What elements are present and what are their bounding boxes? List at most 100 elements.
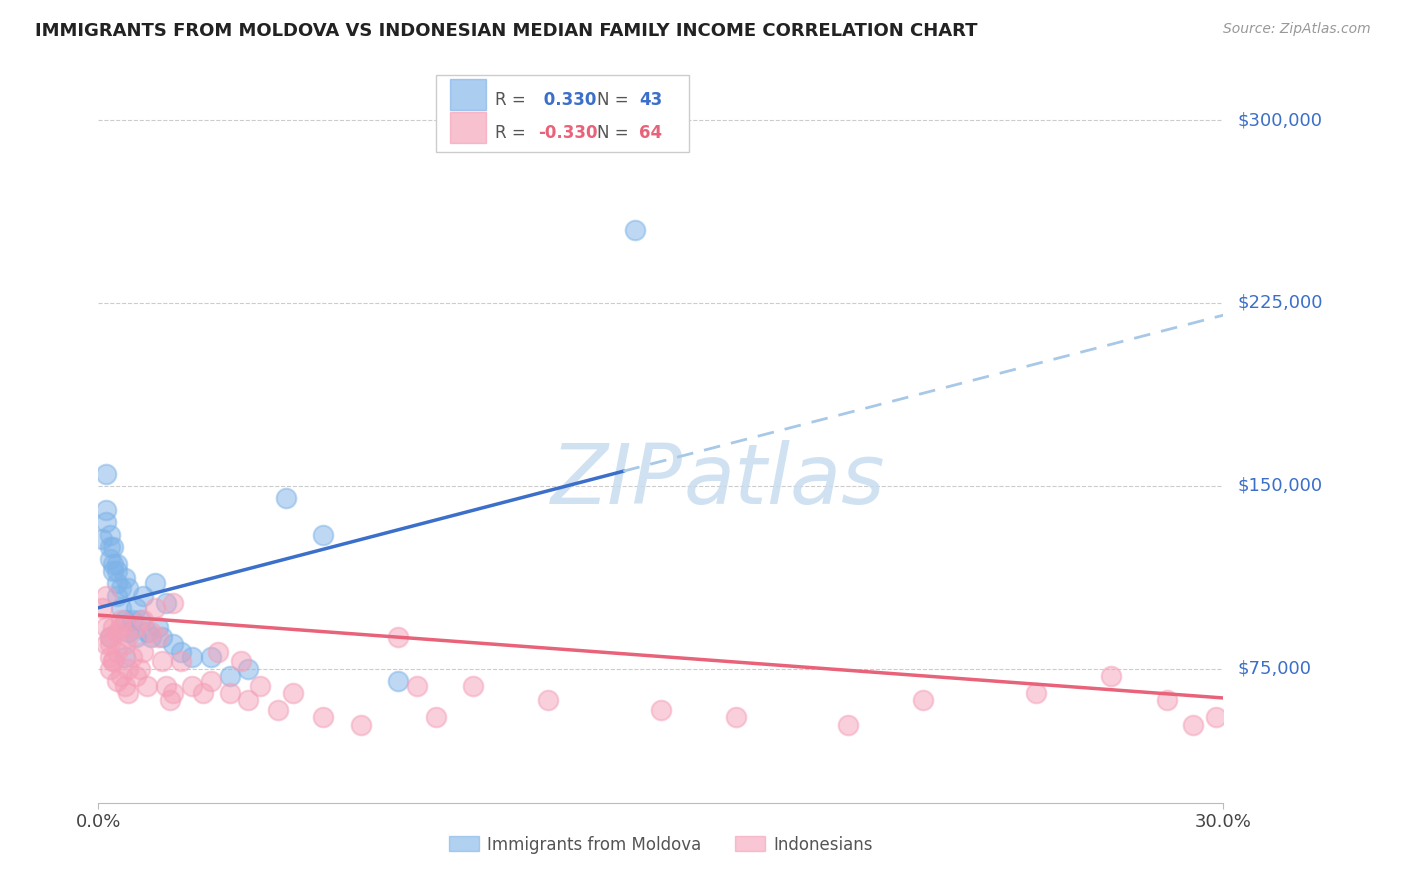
Point (181, 679, 204, 693)
Text: 43: 43 (640, 90, 662, 109)
Text: 0.330: 0.330 (538, 90, 596, 109)
Point (387, 673, 409, 688)
Point (98, 630, 121, 644)
Point (200, 649, 222, 664)
Point (150, 654, 173, 668)
Point (136, 679, 159, 693)
Point (837, 718, 859, 732)
Point (110, 600, 132, 615)
Point (312, 527, 335, 541)
Point (425, 710, 447, 724)
Point (114, 679, 136, 693)
Point (238, 662, 260, 676)
Point (132, 589, 155, 603)
Point (117, 662, 139, 676)
Text: $300,000: $300,000 (1237, 112, 1322, 129)
Point (105, 645, 128, 659)
Point (170, 645, 193, 659)
Point (724, 710, 747, 724)
Point (110, 620, 132, 634)
Point (105, 625, 128, 640)
Point (105, 576, 128, 591)
Point (274, 491, 297, 505)
Point (350, 718, 373, 732)
Point (117, 686, 139, 700)
Point (200, 673, 222, 688)
Point (103, 557, 125, 571)
Point (406, 679, 429, 693)
Point (139, 630, 162, 644)
Point (155, 596, 177, 610)
Point (193, 686, 215, 700)
Point (91, 600, 114, 615)
Point (103, 564, 125, 578)
Point (238, 693, 260, 707)
Point (125, 600, 148, 615)
Point (537, 693, 560, 707)
Point (110, 613, 132, 627)
Point (623, 223, 645, 237)
Point (229, 654, 252, 668)
Text: $75,000: $75,000 (1237, 660, 1312, 678)
Point (170, 654, 193, 668)
FancyBboxPatch shape (450, 112, 486, 143)
Point (162, 686, 184, 700)
Point (387, 630, 409, 644)
Point (98, 630, 121, 644)
Text: N =: N = (596, 90, 634, 109)
Point (105, 557, 128, 571)
Text: 64: 64 (640, 124, 662, 142)
Point (105, 673, 128, 688)
Point (94, 503, 117, 517)
Point (103, 654, 125, 668)
Point (125, 630, 148, 644)
Text: ZIP: ZIP (551, 441, 683, 522)
Point (162, 637, 184, 651)
Point (105, 564, 128, 578)
Text: IMMIGRANTS FROM MOLDOVA VS INDONESIAN MEDIAN FAMILY INCOME CORRELATION CHART: IMMIGRANTS FROM MOLDOVA VS INDONESIAN ME… (35, 22, 977, 40)
Point (121, 649, 143, 664)
Point (159, 693, 181, 707)
Text: R =: R = (495, 124, 531, 142)
Point (312, 710, 335, 724)
Point (125, 620, 148, 634)
Point (136, 625, 159, 640)
Point (98, 662, 121, 676)
Point (98, 527, 121, 541)
Text: $150,000: $150,000 (1237, 477, 1322, 495)
Point (128, 662, 150, 676)
Point (91, 533, 114, 547)
Point (155, 679, 177, 693)
Point (162, 596, 184, 610)
Point (125, 669, 148, 683)
Point (1156, 693, 1178, 707)
Point (1182, 718, 1205, 732)
Point (1025, 686, 1047, 700)
Point (103, 654, 125, 668)
Point (218, 669, 240, 683)
Point (128, 613, 150, 627)
Point (181, 649, 204, 664)
Point (94, 620, 117, 634)
Point (207, 645, 229, 659)
Point (98, 540, 121, 554)
Point (94, 589, 117, 603)
Point (94, 637, 117, 651)
Point (1205, 710, 1227, 724)
Point (650, 703, 672, 717)
Point (283, 686, 305, 700)
Point (143, 576, 166, 591)
Text: R =: R = (495, 90, 531, 109)
Point (148, 630, 170, 644)
Point (103, 540, 125, 554)
FancyBboxPatch shape (436, 75, 689, 152)
Point (114, 649, 136, 664)
Text: $225,000: $225,000 (1237, 294, 1323, 312)
Point (98, 552, 121, 566)
Text: Source: ZipAtlas.com: Source: ZipAtlas.com (1223, 22, 1371, 37)
Point (117, 630, 139, 644)
Text: -0.330: -0.330 (538, 124, 598, 142)
Point (143, 600, 166, 615)
Point (98, 649, 121, 664)
Point (117, 625, 139, 640)
